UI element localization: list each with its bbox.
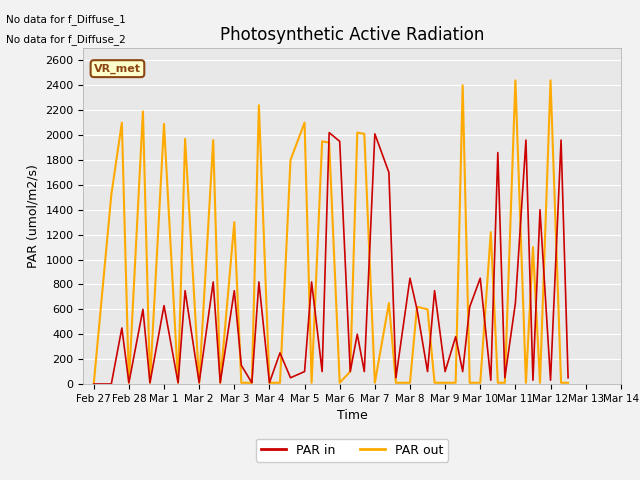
Text: No data for f_Diffuse_2: No data for f_Diffuse_2 xyxy=(6,34,126,45)
Title: Photosynthetic Active Radiation: Photosynthetic Active Radiation xyxy=(220,25,484,44)
X-axis label: Time: Time xyxy=(337,409,367,422)
Text: No data for f_Diffuse_1: No data for f_Diffuse_1 xyxy=(6,14,126,25)
Y-axis label: PAR (umol/m2/s): PAR (umol/m2/s) xyxy=(27,164,40,268)
Legend: PAR in, PAR out: PAR in, PAR out xyxy=(255,439,449,462)
Text: VR_met: VR_met xyxy=(94,63,141,74)
